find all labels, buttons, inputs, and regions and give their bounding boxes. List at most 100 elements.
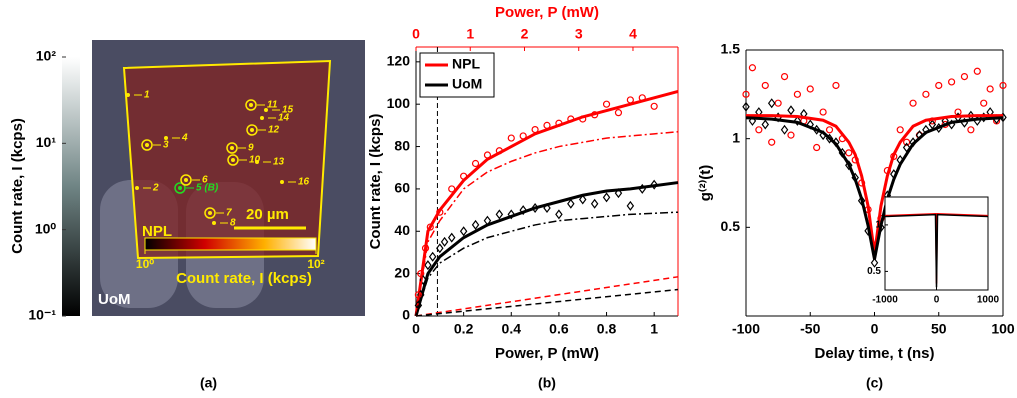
data-point	[756, 127, 762, 133]
x2-tick-label: 2	[521, 26, 529, 42]
data-point	[968, 127, 974, 133]
data-point	[449, 234, 455, 242]
emitter-label: 3	[163, 140, 169, 151]
emitter-label: 10	[249, 155, 261, 166]
x-tick-label: 1	[650, 321, 658, 337]
emitter-label: 4	[181, 133, 188, 144]
data-point	[592, 200, 598, 208]
data-point	[604, 101, 610, 107]
emitter	[135, 186, 139, 190]
data-point	[544, 122, 550, 128]
data-point	[769, 139, 775, 145]
data-point	[762, 82, 768, 88]
x-tick-label: 0.4	[502, 321, 522, 337]
colorbar-tick-label: 10²	[36, 48, 57, 64]
emitter-label: 13	[273, 157, 285, 168]
data-point	[430, 253, 436, 261]
x-tick-label: 0.6	[549, 321, 569, 337]
series-line	[416, 290, 678, 316]
data-point	[769, 99, 775, 107]
y-tick-label: 120	[387, 53, 411, 69]
y-tick-label: 60	[394, 180, 410, 196]
x2-tick-label: 4	[629, 26, 637, 42]
x2-axis-label: Power, P (mW)	[495, 4, 599, 21]
x-tick-label: 100	[991, 321, 1015, 337]
y-axis-label: Count rate, I (kcps)	[9, 118, 26, 254]
inset-y-tick-label: 1	[875, 220, 881, 231]
y-tick-label: 20	[394, 264, 410, 280]
inset-colorbar	[145, 238, 316, 250]
emitter-label: 15	[282, 105, 294, 116]
data-point	[981, 100, 987, 106]
x-tick-label: 0	[412, 321, 420, 337]
emitter-label: 1	[144, 90, 150, 101]
data-point	[788, 106, 794, 114]
x-tick-label: 0.8	[597, 321, 617, 337]
data-point	[532, 127, 538, 133]
emitter	[178, 186, 182, 190]
panel-label: (a)	[200, 375, 217, 391]
colorbar-tick-label: 10⁻¹	[28, 307, 56, 323]
panel-label: (c)	[866, 375, 883, 391]
emitter	[250, 128, 254, 132]
emitter	[164, 136, 168, 140]
y-tick-label: 1.5	[721, 41, 741, 57]
data-point	[897, 127, 903, 133]
colorbar	[62, 57, 80, 316]
inset-x-tick-label: -1000	[872, 295, 898, 306]
data-point	[923, 91, 929, 97]
emitter	[126, 93, 130, 97]
data-point	[949, 79, 955, 85]
x-tick-label: 50	[931, 321, 947, 337]
x-axis-label: Power, P (mW)	[495, 345, 599, 362]
y-tick-label: 0.5	[721, 218, 741, 234]
y-axis-label: Count rate, I (kcps)	[367, 114, 384, 250]
legend-label: UoM	[452, 76, 482, 92]
inset-y-tick-label: 0.5	[867, 266, 881, 277]
y-tick-label: 1	[732, 129, 740, 145]
data-point	[473, 160, 479, 166]
inset-colorbar-label: Count rate, I (kcps)	[176, 270, 312, 287]
data-point	[627, 97, 633, 103]
series-line	[416, 212, 678, 316]
data-point	[788, 132, 794, 138]
x-tick-label: -100	[732, 321, 760, 337]
colorbar-tick-label: 10¹	[36, 134, 57, 150]
emitter	[184, 178, 188, 182]
data-point	[833, 82, 839, 88]
figure: UoMNPL20 µm12345 (B)67891011121314151610…	[0, 0, 1017, 398]
data-point	[496, 210, 502, 218]
data-point	[820, 109, 826, 115]
data-point	[556, 210, 562, 218]
data-point	[473, 221, 479, 229]
data-point	[782, 74, 788, 80]
y-axis-label: g⁽²⁾(t)	[697, 165, 714, 202]
y-tick-label: 40	[394, 222, 410, 238]
emitter-label: 6	[202, 175, 208, 186]
inset-colorbar-tick-label: 10⁰	[136, 257, 154, 271]
x2-tick-label: 1	[466, 26, 474, 42]
emitter	[255, 160, 259, 164]
x-tick-label: 0	[871, 321, 879, 337]
data-point	[568, 200, 574, 208]
data-point	[484, 152, 490, 158]
data-point	[961, 74, 967, 80]
data-point	[520, 133, 526, 139]
x-axis-label: Delay time, t (ns)	[814, 345, 934, 362]
region-label: NPL	[142, 223, 172, 240]
x2-tick-label: 3	[575, 26, 583, 42]
data-point	[627, 202, 633, 210]
emitter	[280, 180, 284, 184]
data-point	[974, 68, 980, 74]
x-tick-label: 0.2	[454, 321, 474, 337]
data-point	[910, 100, 916, 106]
data-point	[749, 65, 755, 71]
emitter	[249, 103, 253, 107]
data-point	[807, 86, 813, 92]
data-point	[425, 261, 431, 269]
data-point	[762, 120, 768, 128]
emitter	[260, 116, 264, 120]
data-point	[936, 82, 942, 88]
data-point	[794, 91, 800, 97]
emitter-label: 16	[298, 177, 310, 188]
